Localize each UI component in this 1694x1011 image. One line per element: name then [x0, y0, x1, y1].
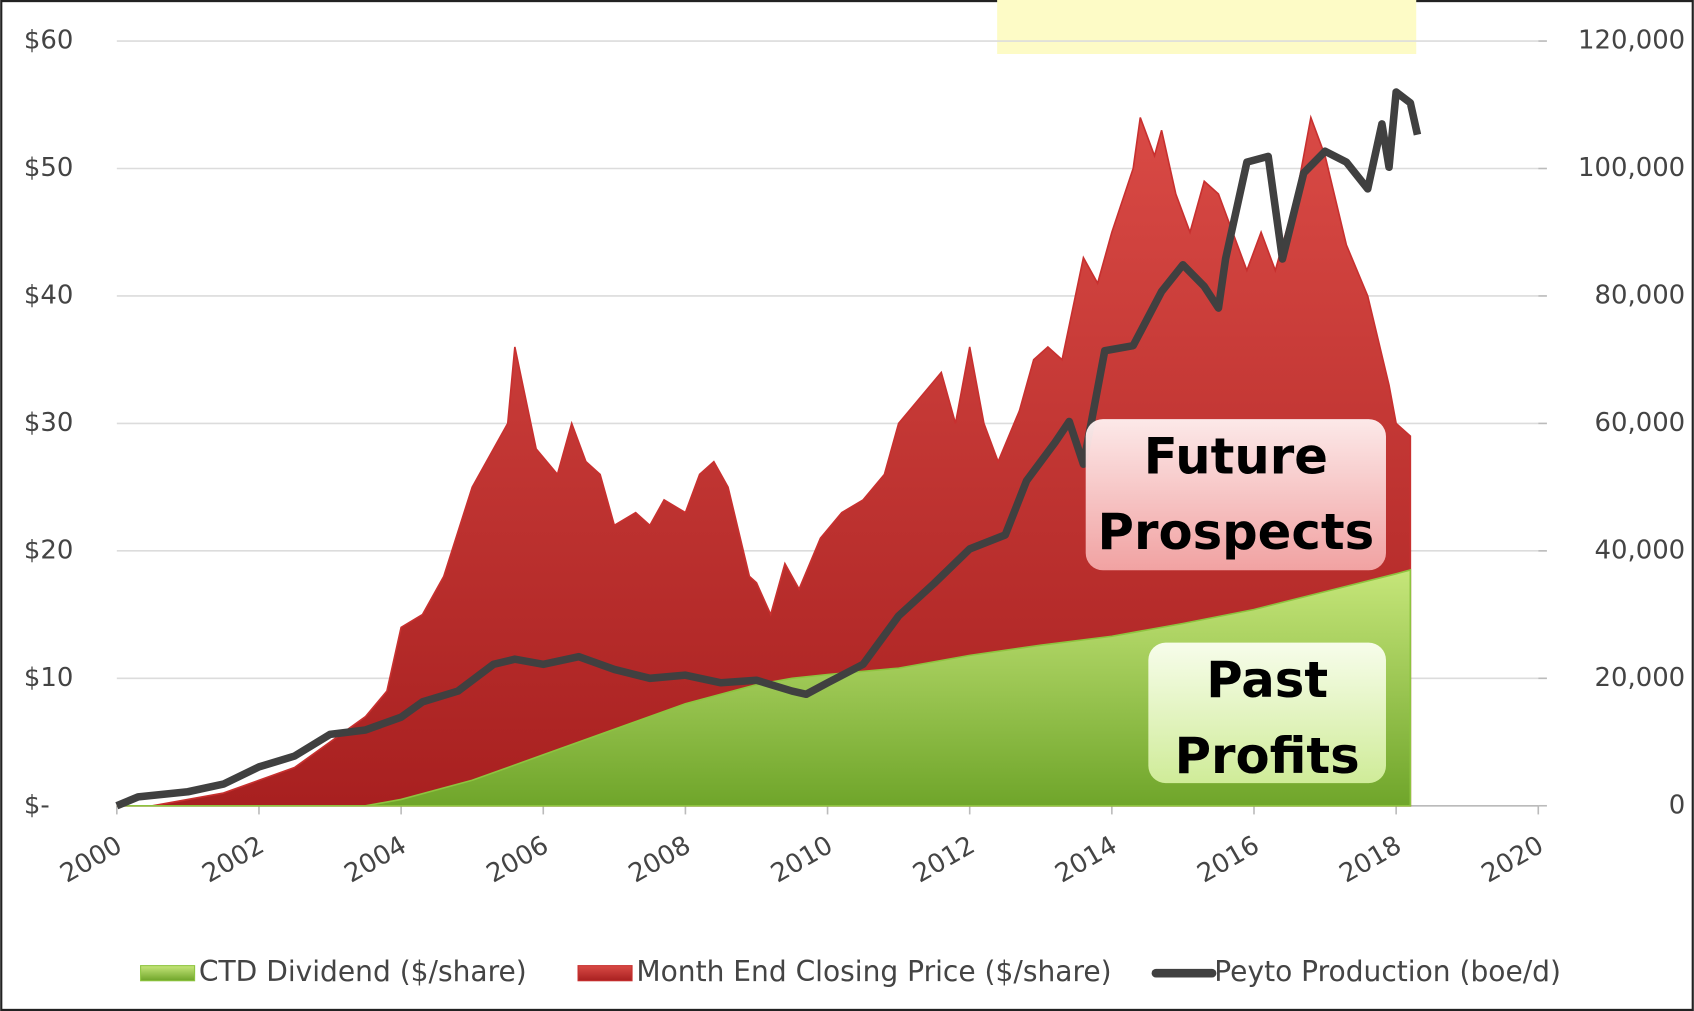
legend-marker: [577, 965, 633, 982]
line: [115, 88, 1422, 810]
annotation: Past: [1206, 651, 1328, 709]
y-tick-label: $40: [24, 280, 73, 310]
y-tick-label: $20: [24, 535, 73, 565]
area: [116, 568, 1412, 807]
legend-label: Month End Closing Price ($/share): [636, 955, 1111, 988]
y-tick-label: $30: [24, 408, 73, 438]
legend-label: Peyto Production (boe/d): [1214, 955, 1561, 988]
y-tick-label: $60: [24, 26, 73, 56]
plot: $- $10 $20 $30 $40 $50 $60 0 20,000 40,000 60,000 8…: [24, 26, 1685, 989]
y2-tick-label: 100,000: [1578, 153, 1685, 183]
annotation-box: [1148, 642, 1386, 784]
y-tick-label: $10: [24, 663, 73, 693]
annotation-box: [1085, 419, 1386, 571]
legend-label: CTD Dividend ($/share): [199, 955, 527, 988]
annotation: Prospects: [1098, 503, 1375, 561]
annotation: Profits: [1175, 727, 1360, 785]
y2-tick-label: 80,000: [1595, 280, 1686, 310]
y-tick-label: $50: [24, 153, 73, 183]
area: [116, 114, 1412, 807]
y-tick-label: $-: [24, 790, 50, 820]
y2-tick-label: 0: [1669, 790, 1685, 820]
y2-tick-label: 60,000: [1595, 408, 1686, 438]
y2-tick-label: 40,000: [1595, 535, 1686, 565]
y2-tick-label: 20,000: [1595, 663, 1686, 693]
legend-marker: [140, 965, 196, 982]
y2-tick-label: 120,000: [1578, 26, 1685, 56]
highlight-box: [997, 0, 1417, 55]
annotation: Future: [1144, 428, 1328, 486]
